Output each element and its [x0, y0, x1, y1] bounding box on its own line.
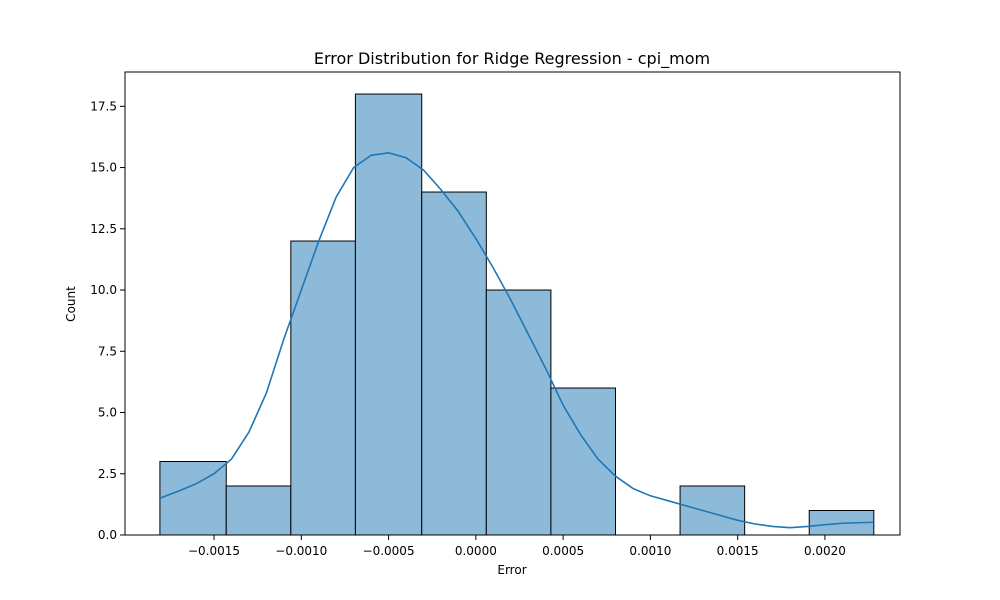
y-tick-label-2: 2.5	[98, 467, 117, 481]
x-tick-label-2: −0.0010	[275, 544, 327, 558]
x-axis-ticks: −0.0015 −0.0010 −0.0005 0.0000 0.0005 0.0010 0…	[188, 535, 846, 558]
x-tick-label-5: 0.0005	[542, 544, 584, 558]
chart-title: Error Distribution for Ridge Regression …	[314, 49, 710, 69]
x-tick-label-3: −0.0005	[363, 544, 415, 558]
x-tick-label-7: 0.0015	[717, 544, 759, 558]
kde-curve	[159, 152, 874, 529]
histogram-bar-4	[354, 93, 423, 536]
histogram-bar-7	[550, 387, 616, 536]
y-tick-label-3: 5.0	[98, 406, 117, 420]
histogram-bars	[159, 93, 875, 536]
x-tick-label-4: 0.0000	[455, 544, 497, 558]
histogram-bar-9	[679, 485, 746, 536]
x-tick-label-6: 0.0010	[629, 544, 671, 558]
histogram-bar-5	[421, 191, 487, 536]
x-tick-label-1: −0.0015	[188, 544, 240, 558]
y-tick-label-1: 0.0	[98, 528, 117, 542]
x-axis-label: Error	[497, 563, 526, 577]
y-tick-label-5: 10.0	[90, 283, 117, 297]
x-tick-label-8: 0.0020	[804, 544, 846, 558]
y-axis-label: Count	[64, 286, 78, 322]
y-tick-label-4: 7.5	[98, 344, 117, 358]
y-tick-label-8: 17.5	[90, 99, 117, 113]
histogram-bar-3	[290, 240, 356, 536]
y-axis-ticks: 0.0 2.5 5.0 7.5 10.0 12.5 15.0 17.5	[90, 99, 125, 542]
plot-frame	[124, 71, 901, 536]
y-tick-label-7: 15.0	[90, 161, 117, 175]
y-tick-label-6: 12.5	[90, 222, 117, 236]
histogram-bar-2	[225, 485, 292, 536]
histogram-bar-6	[485, 289, 552, 536]
